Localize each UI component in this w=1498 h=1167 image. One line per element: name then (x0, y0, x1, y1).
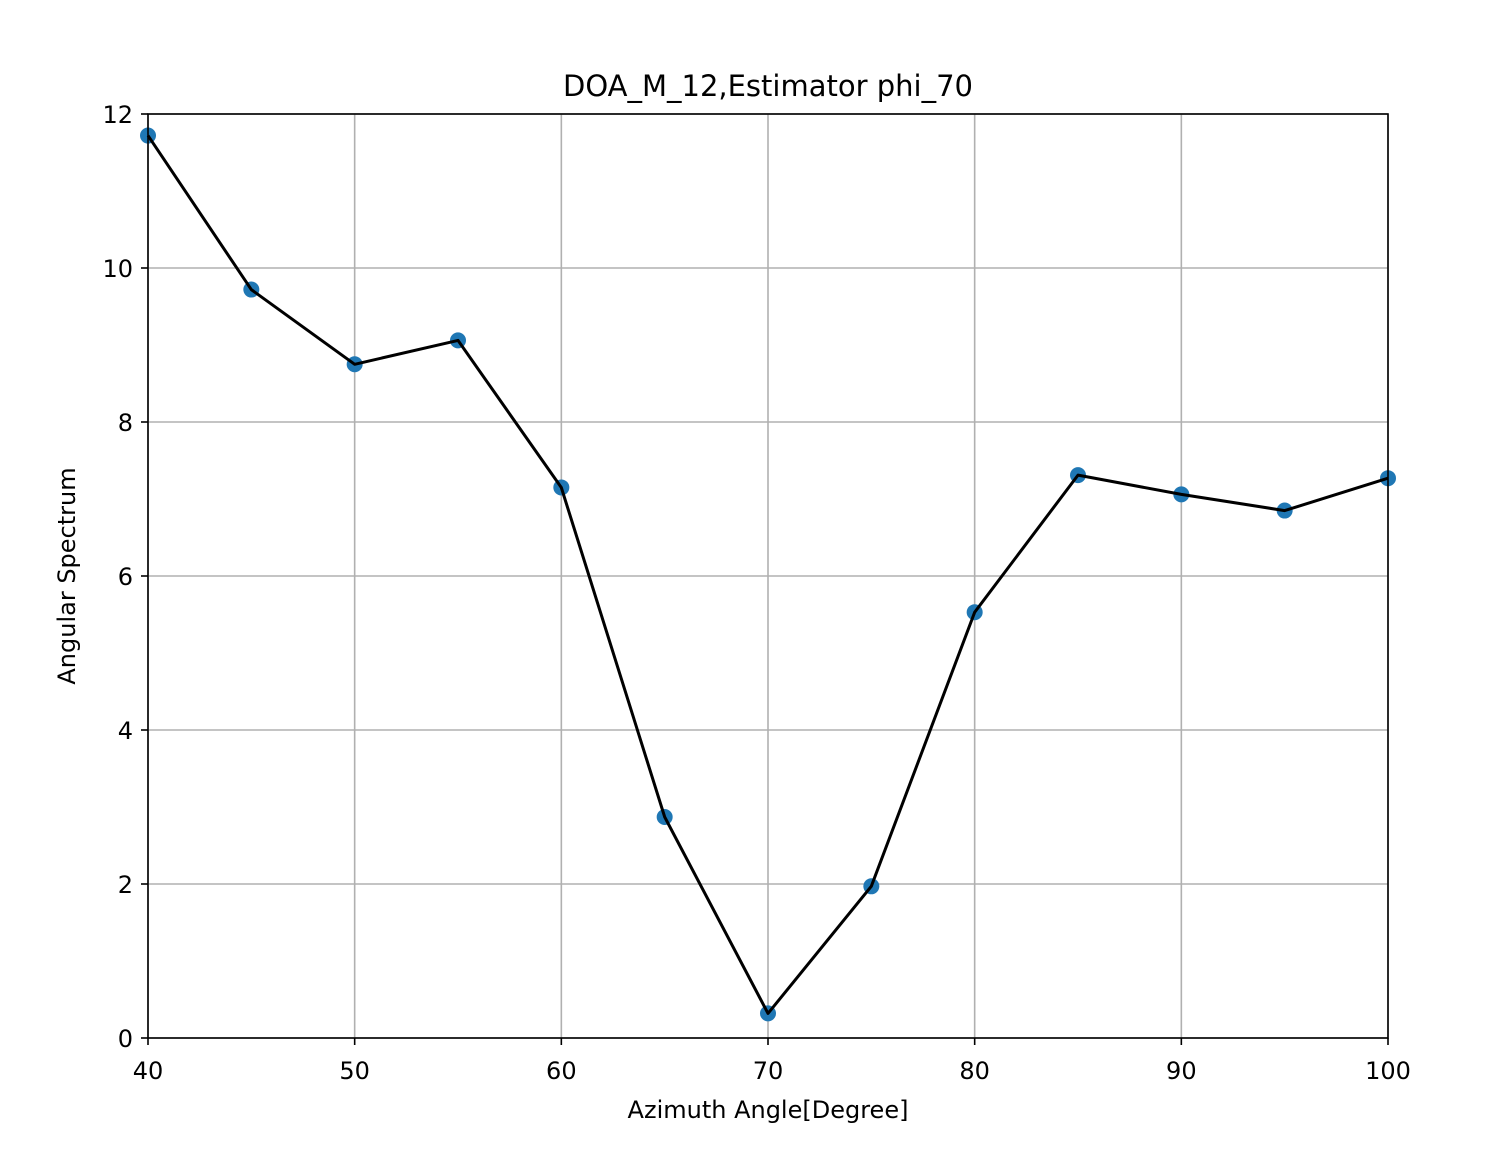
x-tick-label: 60 (546, 1057, 577, 1085)
x-tick-label: 100 (1365, 1057, 1411, 1085)
x-tick-label: 80 (959, 1057, 990, 1085)
series-line-layer (146, 134, 1389, 1015)
chart-title: DOA_M_12,Estimator phi_70 (563, 69, 973, 103)
y-tick-label: 4 (118, 717, 133, 745)
y-tick-label: 12 (102, 101, 133, 129)
y-tick-label: 2 (118, 871, 133, 899)
x-axis-label: Azimuth Angle[Degree] (628, 1096, 909, 1124)
y-axis-label: Angular Spectrum (53, 467, 81, 684)
x-tick-label: 70 (753, 1057, 784, 1085)
x-tick-label: 40 (133, 1057, 164, 1085)
y-tick-label: 6 (118, 563, 133, 591)
axis-ticks: 40 50 60 70 80 90 100 0 2 4 6 8 10 12 (102, 101, 1410, 1085)
series-line (146, 134, 1389, 1015)
x-tick-label: 50 (339, 1057, 370, 1085)
y-tick-label: 8 (118, 409, 133, 437)
y-tick-label: 0 (118, 1025, 133, 1053)
x-tick-label: 90 (1166, 1057, 1197, 1085)
y-tick-label: 10 (102, 255, 133, 283)
